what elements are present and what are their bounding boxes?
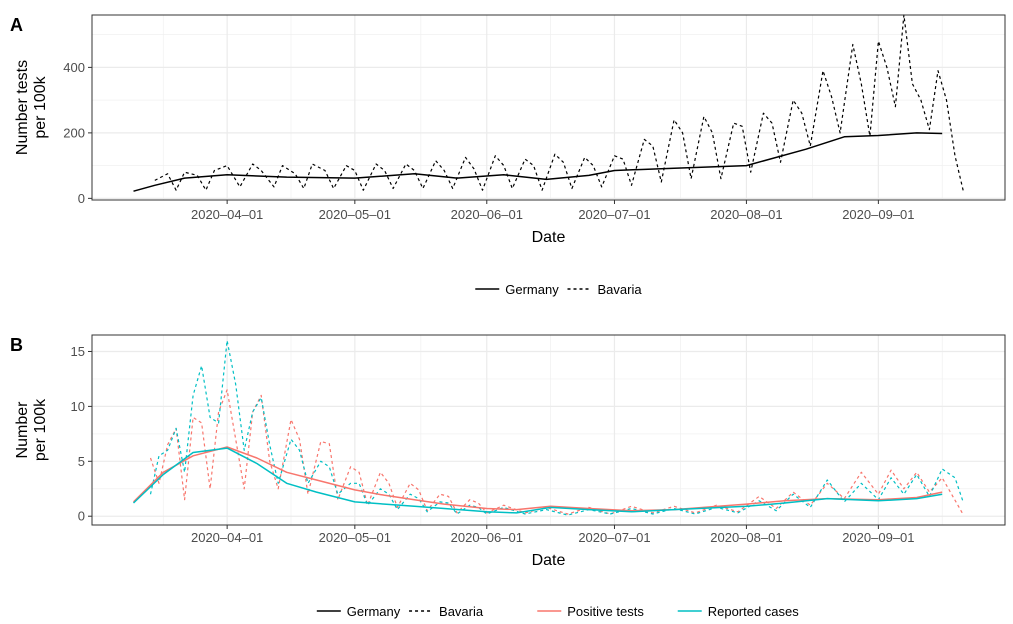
legend-label: Positive tests: [567, 604, 644, 619]
y-tick-label: 0: [78, 191, 85, 206]
legend-label: Reported cases: [708, 604, 800, 619]
y-axis-title: Number testsper 100k: [14, 60, 49, 155]
y-tick-label: 0: [78, 509, 85, 524]
y-axis-title-line: per 100k: [32, 398, 49, 461]
x-tick-label: 2020–09–01: [842, 207, 914, 222]
x-tick-label: 2020–09–01: [842, 530, 914, 545]
panel-border: [91, 14, 1006, 201]
y-tick-label: 15: [71, 344, 85, 359]
x-tick-label: 2020–08–01: [710, 207, 782, 222]
series-line-bavaria: [154, 14, 965, 192]
x-tick-label: 2020–08–01: [710, 530, 782, 545]
legend-label: Bavaria: [439, 604, 484, 619]
series-line-germany-reported-cases: [132, 447, 943, 514]
x-tick-label: 2020–05–01: [319, 530, 391, 545]
y-axis-title-line: Number tests: [14, 60, 31, 155]
plot-background: [92, 335, 1005, 525]
y-axis-title: Numberper 100k: [14, 398, 49, 461]
y-axis-title-line: per 100k: [32, 75, 49, 138]
y-axis-title-line: Number: [14, 401, 31, 459]
legend-label: Germany: [505, 282, 559, 297]
y-tick-label: 5: [78, 454, 85, 469]
panel-label: A: [10, 15, 23, 35]
y-tick-label: 200: [63, 125, 85, 140]
x-tick-label: 2020–04–01: [191, 207, 263, 222]
legend-label: Germany: [347, 604, 401, 619]
x-tick-label: 2020–07–01: [578, 530, 650, 545]
series-line-germany-positive-tests: [132, 446, 943, 512]
x-tick-label: 2020–07–01: [578, 207, 650, 222]
series-line-germany: [133, 132, 943, 192]
panel-label: B: [10, 335, 23, 355]
panel-border: [91, 334, 1006, 526]
x-axis-title: Date: [532, 229, 566, 246]
x-tick-label: 2020–06–01: [451, 207, 523, 222]
x-tick-label: 2020–06–01: [451, 530, 523, 545]
x-axis-title: Date: [532, 552, 566, 569]
y-tick-label: 400: [63, 60, 85, 75]
x-tick-label: 2020–04–01: [191, 530, 263, 545]
legend-label: Bavaria: [598, 282, 643, 297]
y-tick-label: 10: [71, 399, 85, 414]
x-tick-label: 2020–05–01: [319, 207, 391, 222]
